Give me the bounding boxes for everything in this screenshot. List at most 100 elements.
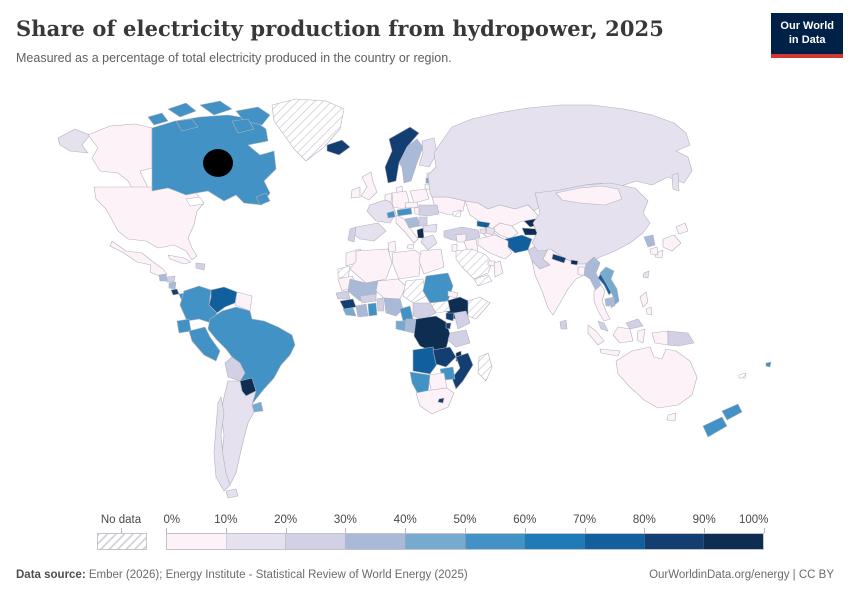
country-chad[interactable] <box>402 278 427 304</box>
country-kenya[interactable] <box>453 310 471 330</box>
country-ireland[interactable] <box>350 186 361 199</box>
country-taiwan[interactable] <box>642 270 650 279</box>
country-cambodia[interactable] <box>604 296 616 307</box>
country-indonesia-papua[interactable] <box>651 330 669 346</box>
country-canada-island[interactable] <box>175 118 199 132</box>
country-tierra-del-fuego[interactable] <box>225 488 239 499</box>
country-sierra-leone-liberia[interactable] <box>342 307 357 317</box>
country-sri-lanka[interactable] <box>559 319 568 330</box>
legend-cell[interactable] <box>346 534 406 549</box>
owid-logo[interactable]: Our World in Data <box>771 13 843 58</box>
legend-cell[interactable] <box>226 534 287 549</box>
country-libya[interactable] <box>391 249 422 280</box>
country-rwanda-burundi[interactable] <box>445 322 452 330</box>
legend-cell[interactable] <box>584 534 645 549</box>
no-data-swatch[interactable] <box>97 533 147 550</box>
country-drc[interactable] <box>413 315 451 353</box>
legend-cell[interactable] <box>286 534 347 549</box>
country-venezuela[interactable] <box>208 286 238 314</box>
country-canada-newfoundland[interactable] <box>255 192 271 206</box>
country-malaysia[interactable] <box>597 320 609 332</box>
country-thailand[interactable] <box>593 284 611 322</box>
country-central-african-republic[interactable] <box>412 302 437 320</box>
country-chile[interactable] <box>213 396 231 492</box>
country-tasmania[interactable] <box>666 412 677 422</box>
country-switzerland[interactable] <box>386 210 396 219</box>
country-bhutan[interactable] <box>570 259 579 266</box>
country-australia[interactable] <box>615 346 698 409</box>
country-poland[interactable] <box>409 188 430 204</box>
country-albania[interactable] <box>416 227 425 239</box>
country-ivory-coast[interactable] <box>355 303 369 318</box>
country-japan-kyushu[interactable] <box>654 249 664 259</box>
country-oman[interactable] <box>493 260 504 278</box>
country-egypt[interactable] <box>418 248 445 275</box>
country-zambia[interactable] <box>432 346 457 368</box>
country-uae[interactable] <box>487 260 496 267</box>
country-madagascar[interactable] <box>477 352 493 382</box>
country-niger[interactable] <box>375 278 407 300</box>
country-indonesia-sulawesi[interactable] <box>636 328 646 344</box>
country-austria[interactable] <box>396 207 413 217</box>
country-new-zealand-south[interactable] <box>702 416 728 438</box>
country-philippines[interactable] <box>639 291 649 308</box>
country-new-zealand-north[interactable] <box>721 403 743 421</box>
country-armenia[interactable] <box>479 228 487 235</box>
country-malaysia-borneo[interactable] <box>625 318 644 330</box>
country-romania[interactable] <box>418 204 440 217</box>
country-uk[interactable] <box>360 171 378 201</box>
country-north-korea[interactable] <box>643 234 656 248</box>
country-uzbekistan[interactable] <box>491 222 519 240</box>
country-guatemala[interactable] <box>158 273 168 282</box>
country-china[interactable] <box>531 182 651 265</box>
country-somalia[interactable] <box>467 296 491 320</box>
legend-cell[interactable] <box>167 534 227 549</box>
legend-cell[interactable] <box>704 534 764 549</box>
country-canada-island[interactable] <box>167 102 197 118</box>
country-bangladesh[interactable] <box>577 266 586 277</box>
country-czechia[interactable] <box>404 201 419 209</box>
country-fiji[interactable] <box>765 361 772 368</box>
country-honduras[interactable] <box>166 275 176 283</box>
legend-cell[interactable] <box>525 534 585 549</box>
country-argentina[interactable] <box>220 380 257 486</box>
country-bulgaria[interactable] <box>422 223 438 233</box>
country-azerbaijan[interactable] <box>485 226 496 236</box>
country-nepal[interactable] <box>551 253 567 264</box>
legend-cell[interactable] <box>644 534 705 549</box>
country-indonesia-kalimantan[interactable] <box>612 326 634 344</box>
country-yemen[interactable] <box>473 274 493 287</box>
country-indonesia-sumatra[interactable] <box>587 324 605 346</box>
country-finland[interactable] <box>418 137 438 168</box>
country-gabon[interactable] <box>395 320 407 332</box>
footer-link[interactable]: OurWorldinData.org/energy | CC BY <box>649 569 834 581</box>
country-cuba[interactable] <box>167 254 192 265</box>
country-greenland[interactable] <box>271 98 345 162</box>
country-nigeria[interactable] <box>383 297 404 317</box>
country-serbia[interactable] <box>418 216 428 227</box>
country-canada-island[interactable] <box>231 118 255 134</box>
country-uganda[interactable] <box>445 312 455 322</box>
legend-cell[interactable] <box>465 534 526 549</box>
country-algeria[interactable] <box>349 248 393 284</box>
country-canada-island[interactable] <box>147 112 169 126</box>
country-peru[interactable] <box>188 326 221 362</box>
country-lesotho[interactable] <box>437 397 445 404</box>
country-russia-sakhalin[interactable] <box>671 172 680 192</box>
country-bolivia[interactable] <box>224 356 246 382</box>
country-saudi-arabia[interactable] <box>455 248 493 280</box>
country-ghana[interactable] <box>367 302 378 317</box>
country-iran[interactable] <box>477 234 513 260</box>
country-sicily[interactable] <box>406 243 415 250</box>
country-mozambique[interactable] <box>451 352 474 390</box>
country-tanzania[interactable] <box>447 329 471 348</box>
country-greece[interactable] <box>420 234 438 251</box>
country-togo-benin[interactable] <box>376 297 385 312</box>
country-crimea[interactable] <box>452 209 462 218</box>
country-papua-new-guinea[interactable] <box>667 330 695 347</box>
country-south-africa[interactable] <box>415 387 455 415</box>
country-botswana[interactable] <box>427 372 448 391</box>
country-hispaniola[interactable] <box>195 262 206 271</box>
country-canada-island[interactable] <box>199 100 233 116</box>
country-sweden[interactable] <box>398 138 424 184</box>
